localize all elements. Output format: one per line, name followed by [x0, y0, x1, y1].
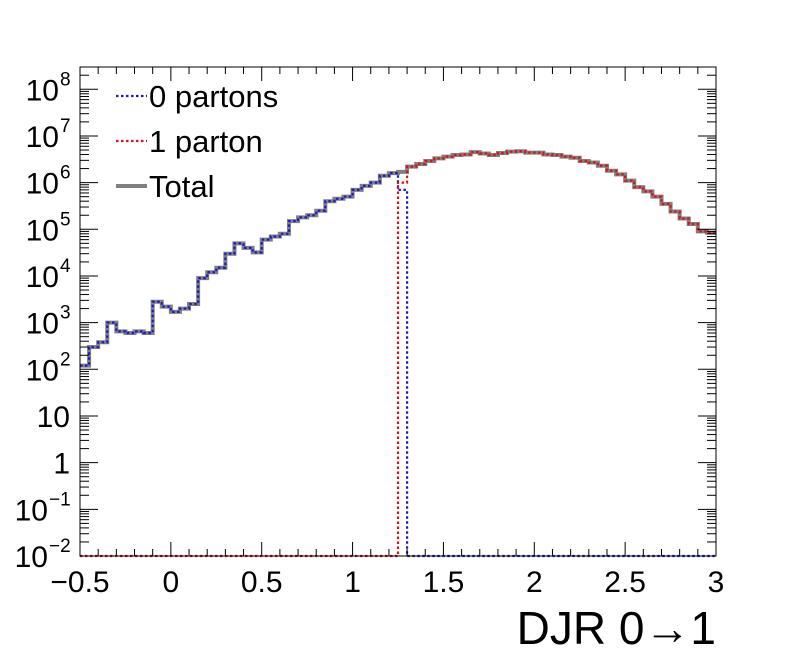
y-tick-label: 10	[26, 354, 59, 387]
legend-label: Total	[149, 169, 214, 204]
y-tick-exponent: 6	[60, 163, 71, 184]
y-tick-label: 10	[26, 168, 59, 201]
y-tick-exponent: 7	[60, 116, 71, 137]
x-tick-label: 1	[344, 566, 361, 599]
plot-frame	[79, 66, 717, 557]
y-tick-label: 10	[26, 121, 59, 154]
y-tick-exponent: 4	[60, 256, 71, 277]
series-0-partons	[80, 171, 716, 558]
legend-label: 0 partons	[149, 79, 278, 114]
x-tick-label: 2	[526, 566, 543, 599]
x-tick-label: 0	[163, 566, 180, 599]
y-tick-label: 10	[15, 541, 48, 574]
y-tick-exponent: 2	[60, 349, 71, 370]
y-tick-label: 10	[26, 308, 59, 341]
y-tick-label: 10	[26, 261, 59, 294]
y-tick-exponent: −1	[49, 489, 71, 510]
x-tick-label: 3	[708, 566, 725, 599]
legend: 0 partons 1 parton Total	[116, 79, 278, 204]
y-tick-label: 1	[53, 448, 70, 481]
x-tick-label: 1.5	[423, 566, 465, 599]
x-tick-label: 2.5	[604, 566, 646, 599]
x-tick-label: −0.5	[50, 566, 109, 599]
y-tick-exponent: 8	[60, 69, 71, 90]
y-tick-exponent: 3	[60, 303, 71, 324]
series-line	[80, 171, 716, 558]
legend-label: 1 parton	[149, 124, 263, 159]
y-tick-label: 10	[26, 74, 59, 107]
y-tick-label: 10	[15, 494, 48, 527]
y-tick-exponent: −2	[49, 536, 71, 557]
x-tick-label: 0.5	[241, 566, 283, 599]
y-tick-label: 10	[37, 401, 70, 434]
x-axis-title: DJR 0→1	[517, 602, 716, 654]
y-tick-label: 10	[26, 214, 59, 247]
y-tick-exponent: 5	[60, 209, 71, 230]
